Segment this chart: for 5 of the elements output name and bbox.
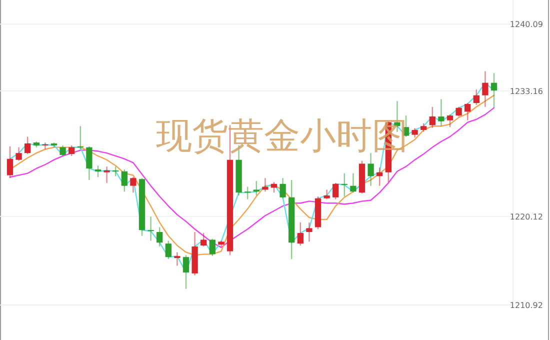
candlestick <box>42 142 48 150</box>
y-tick-label: 1240.09 <box>510 20 543 30</box>
y-tick-label: 1210.92 <box>510 301 543 310</box>
y-tick-label: 1233.16 <box>510 86 543 96</box>
y-tick-label: 1220.12 <box>510 212 543 222</box>
